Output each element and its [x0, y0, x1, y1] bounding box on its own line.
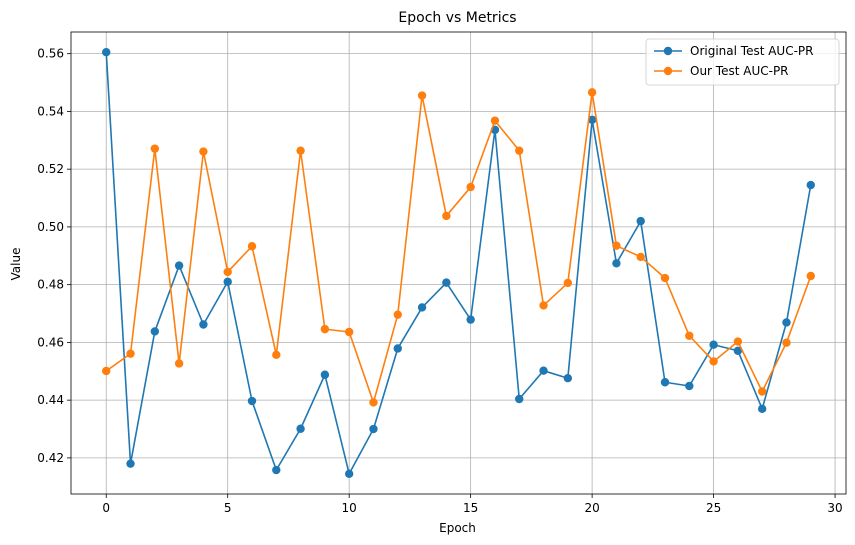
data-point	[393, 344, 402, 353]
x-tick-label: 15	[463, 501, 478, 515]
data-point	[320, 324, 330, 334]
data-point	[272, 465, 281, 475]
data-point	[199, 320, 208, 329]
data-point	[612, 241, 621, 250]
data-point	[806, 180, 815, 190]
series-2	[102, 88, 815, 407]
series-layer	[102, 48, 815, 478]
legend-label: Our Test AUC-PR	[690, 64, 789, 78]
data-point	[733, 346, 743, 355]
x-tick-label: 0	[102, 501, 110, 515]
data-point	[369, 424, 378, 434]
axis-ticks: 0 5 10 15 20 25 30 0.42 0.44 0.46 0.48 0.50 0.52 0.54…	[37, 47, 842, 515]
y-tick-label: 0.50	[37, 220, 64, 234]
y-tick-label: 0.46	[37, 335, 64, 349]
data-point	[442, 211, 451, 221]
data-point	[223, 267, 232, 277]
x-tick-label: 25	[706, 501, 721, 515]
data-point	[709, 357, 718, 366]
y-tick-label: 0.52	[37, 162, 64, 176]
data-point	[782, 338, 791, 347]
y-tick-label: 0.48	[37, 278, 64, 292]
data-point	[320, 370, 330, 379]
x-axis-title: Epoch	[439, 521, 476, 535]
data-point	[709, 340, 718, 349]
data-point	[515, 394, 524, 404]
data-point	[344, 469, 354, 478]
data-point	[563, 374, 573, 383]
data-point	[247, 396, 257, 406]
data-point	[490, 116, 500, 125]
data-point	[757, 387, 767, 396]
y-axis-title: Value	[9, 248, 23, 281]
data-point	[782, 318, 791, 327]
data-point	[733, 337, 743, 346]
data-point	[393, 310, 402, 319]
data-point	[539, 366, 548, 375]
legend: Original Test AUC-PR Our Test AUC-PR	[645, 38, 840, 86]
data-point	[150, 327, 160, 336]
legend-label: Original Test AUC-PR	[690, 44, 814, 58]
data-point	[417, 91, 427, 100]
x-tick-label: 5	[224, 501, 232, 515]
data-point	[174, 261, 184, 270]
data-point	[757, 404, 767, 414]
legend-item: Original Test AUC-PR	[654, 44, 814, 58]
x-tick-label: 30	[827, 501, 842, 515]
data-point	[806, 271, 815, 281]
legend-box	[645, 38, 840, 86]
data-point	[223, 277, 232, 286]
data-point	[685, 331, 694, 340]
data-point	[174, 359, 184, 368]
data-point	[466, 315, 475, 324]
data-point	[296, 424, 305, 433]
y-tick-label: 0.54	[37, 104, 64, 118]
data-point	[126, 459, 135, 468]
data-point	[417, 303, 427, 312]
y-tick-label: 0.42	[37, 451, 64, 465]
data-point	[126, 349, 135, 358]
data-point	[102, 366, 111, 376]
series-1	[102, 48, 815, 478]
legend-marker	[663, 46, 673, 56]
data-point	[247, 242, 257, 251]
data-point	[369, 398, 378, 407]
data-point	[587, 115, 597, 124]
data-point	[660, 273, 670, 283]
x-tick-label: 20	[584, 501, 599, 515]
data-point	[636, 216, 645, 226]
data-point	[442, 278, 451, 287]
series-line	[105, 91, 812, 404]
data-point	[466, 182, 475, 192]
legend-marker	[663, 66, 673, 76]
data-point	[344, 327, 354, 337]
series-line	[105, 52, 812, 475]
data-point	[102, 48, 111, 57]
data-point	[150, 144, 160, 153]
data-point	[539, 301, 548, 310]
plot-area-frame	[70, 31, 847, 495]
data-point	[296, 146, 305, 155]
y-tick-label: 0.44	[37, 393, 64, 407]
chart-title: Epoch vs Metrics	[398, 10, 516, 26]
data-point	[587, 88, 597, 97]
data-point	[660, 378, 670, 387]
data-point	[563, 278, 573, 288]
legend-item: Our Test AUC-PR	[654, 64, 789, 78]
data-point	[199, 147, 208, 156]
data-point	[515, 146, 524, 155]
data-point	[272, 350, 281, 360]
data-point	[612, 259, 621, 268]
data-point	[685, 381, 694, 391]
data-point	[636, 252, 645, 262]
y-tick-label: 0.56	[37, 47, 64, 61]
x-tick-label: 10	[342, 501, 357, 515]
